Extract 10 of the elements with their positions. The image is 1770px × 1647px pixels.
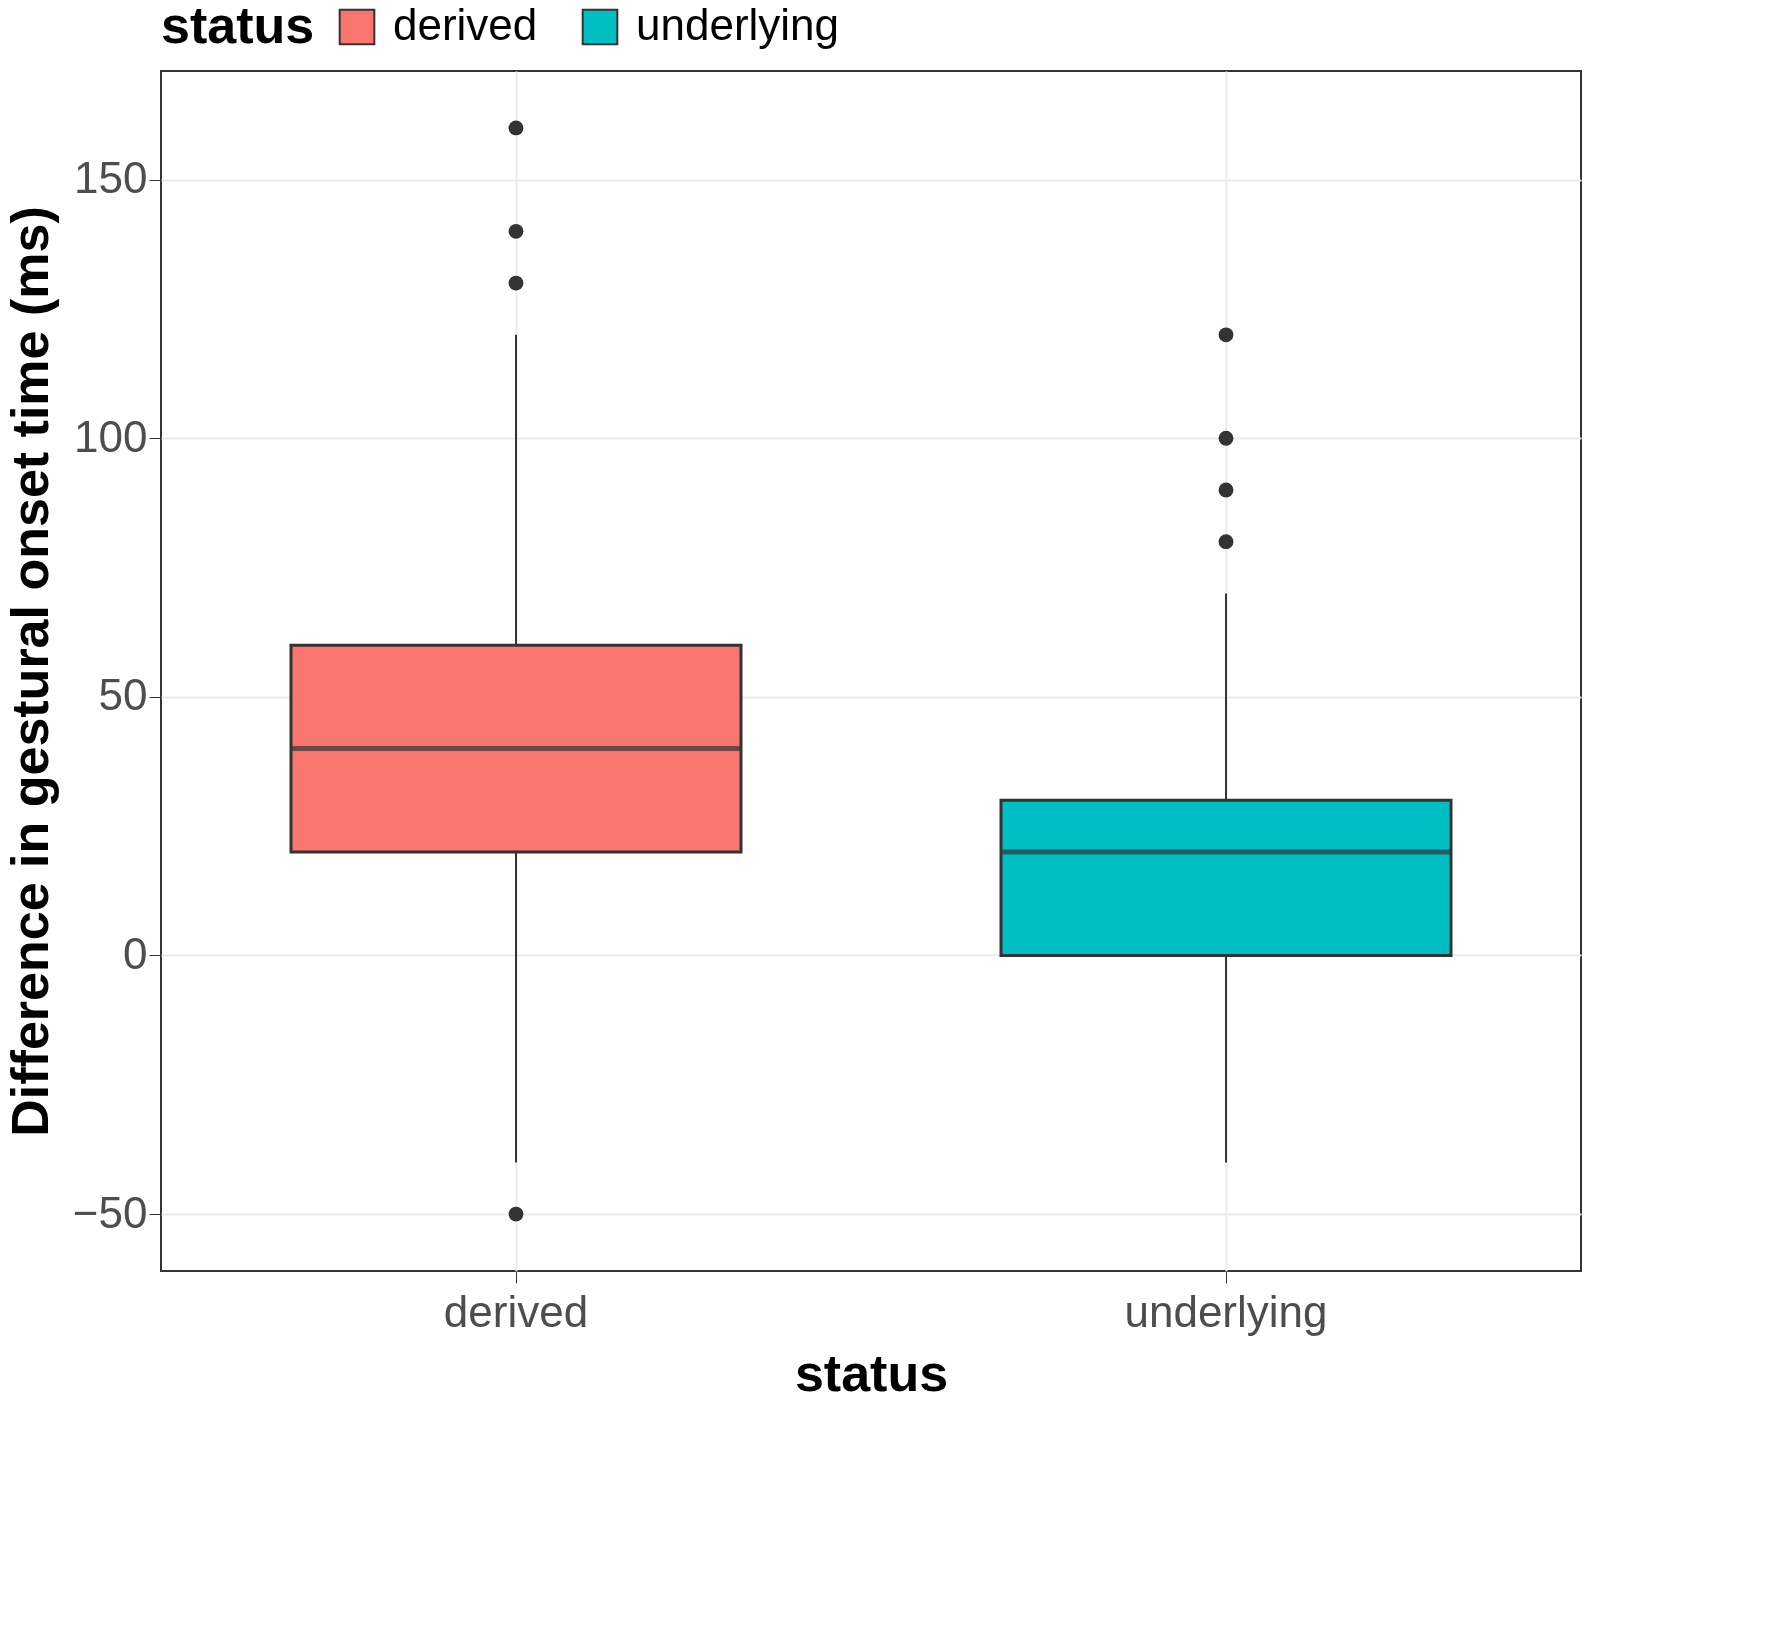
- x-axis-title: status: [794, 1343, 949, 1402]
- y-tick-label: 100: [74, 411, 148, 461]
- legend-label: derived: [393, 0, 538, 49]
- y-axis-title: Difference in gestural onset time (ms): [0, 206, 59, 1137]
- legend-title: status: [161, 0, 315, 54]
- y-tick-label: −50: [72, 1187, 148, 1237]
- legend-label: underlying: [636, 0, 840, 49]
- y-tick-label: 0: [123, 928, 148, 978]
- y-tick-label: 50: [98, 670, 148, 720]
- y-tick-label: 150: [74, 153, 148, 203]
